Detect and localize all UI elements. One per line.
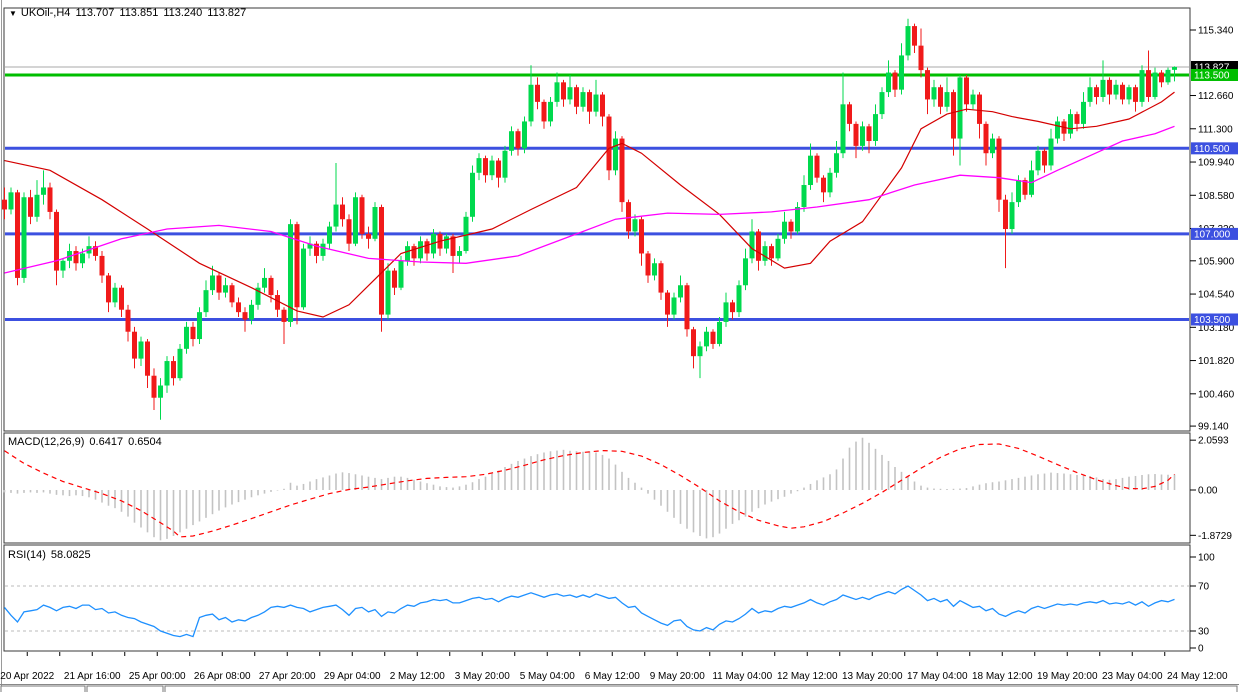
rsi-line	[3, 585, 1175, 638]
svg-text:6 May 12:00: 6 May 12:00	[585, 671, 640, 682]
svg-text:18 May 12:00: 18 May 12:00	[972, 671, 1033, 682]
svg-text:103.180: 103.180	[1198, 323, 1235, 334]
macd-histogram	[3, 437, 1176, 541]
svg-text:104.540: 104.540	[1198, 290, 1235, 301]
svg-text:99.140: 99.140	[1198, 422, 1229, 433]
ma-slow-line	[4, 125, 1175, 274]
svg-text:107.000: 107.000	[1194, 229, 1231, 240]
panel-frames	[3, 7, 1191, 652]
svg-text:113.827: 113.827	[1194, 62, 1230, 73]
chart-dropdown-icon[interactable]: ▼	[9, 9, 17, 18]
svg-text:24 May 12:00: 24 May 12:00	[1167, 671, 1228, 682]
status-bar[interactable]	[0, 684, 1239, 692]
svg-text:19 May 20:00: 19 May 20:00	[1037, 671, 1098, 682]
svg-text:26 Apr 08:00: 26 Apr 08:00	[194, 671, 251, 682]
svg-text:11 May 04:00: 11 May 04:00	[712, 671, 772, 682]
svg-text:12 May 12:00: 12 May 12:00	[777, 671, 838, 682]
svg-text:111.300: 111.300	[1198, 124, 1233, 135]
horizontal-levels[interactable]	[5, 66, 1189, 321]
svg-text:113.500: 113.500	[1194, 70, 1230, 81]
svg-text:20 Apr 2022: 20 Apr 2022	[0, 671, 54, 682]
rsi-plot	[5, 585, 1189, 632]
svg-text:-1.8729: -1.8729	[1198, 531, 1232, 542]
svg-text:3 May 20:00: 3 May 20:00	[455, 671, 510, 682]
svg-text:9 May 20:00: 9 May 20:00	[650, 671, 705, 682]
svg-text:27 Apr 20:00: 27 Apr 20:00	[259, 671, 316, 682]
time-axis: 20 Apr 2022 21 Apr 16:00 25 Apr 00:00 26 Ap…	[0, 652, 1228, 682]
svg-text:105.900: 105.900	[1198, 256, 1235, 267]
svg-text:25 Apr 00:00: 25 Apr 00:00	[129, 671, 186, 682]
svg-text:0: 0	[1198, 644, 1204, 655]
svg-text:103.500: 103.500	[1194, 315, 1231, 326]
svg-text:29 Apr 04:00: 29 Apr 04:00	[324, 671, 381, 682]
svg-text:115.340: 115.340	[1198, 26, 1234, 37]
svg-text:100.460: 100.460	[1198, 389, 1235, 400]
svg-text:70: 70	[1198, 582, 1210, 593]
candlestick-series[interactable]	[2, 18, 1177, 420]
svg-text:110.500: 110.500	[1194, 144, 1230, 155]
price-axis: 115.340112.660111.300109.940108.580107.2…	[1190, 26, 1238, 655]
svg-text:0.00: 0.00	[1198, 486, 1218, 497]
svg-text:112.660: 112.660	[1198, 91, 1234, 102]
svg-text:21 Apr 16:00: 21 Apr 16:00	[64, 671, 121, 682]
svg-text:2 May 12:00: 2 May 12:00	[390, 671, 445, 682]
svg-text:108.580: 108.580	[1198, 191, 1235, 202]
svg-text:13 May 20:00: 13 May 20:00	[842, 671, 903, 682]
svg-text:2.0593: 2.0593	[1198, 436, 1229, 447]
svg-text:17 May 04:00: 17 May 04:00	[907, 671, 968, 682]
svg-text:109.940: 109.940	[1198, 158, 1235, 169]
svg-text:30: 30	[1198, 627, 1210, 638]
svg-text:100: 100	[1198, 553, 1215, 564]
svg-text:101.820: 101.820	[1198, 356, 1235, 367]
svg-text:5 May 04:00: 5 May 04:00	[520, 671, 575, 682]
svg-text:23 May 04:00: 23 May 04:00	[1102, 671, 1163, 682]
